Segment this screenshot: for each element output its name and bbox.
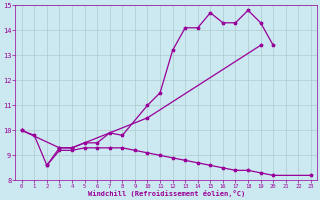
X-axis label: Windchill (Refroidissement éolien,°C): Windchill (Refroidissement éolien,°C) — [88, 190, 245, 197]
